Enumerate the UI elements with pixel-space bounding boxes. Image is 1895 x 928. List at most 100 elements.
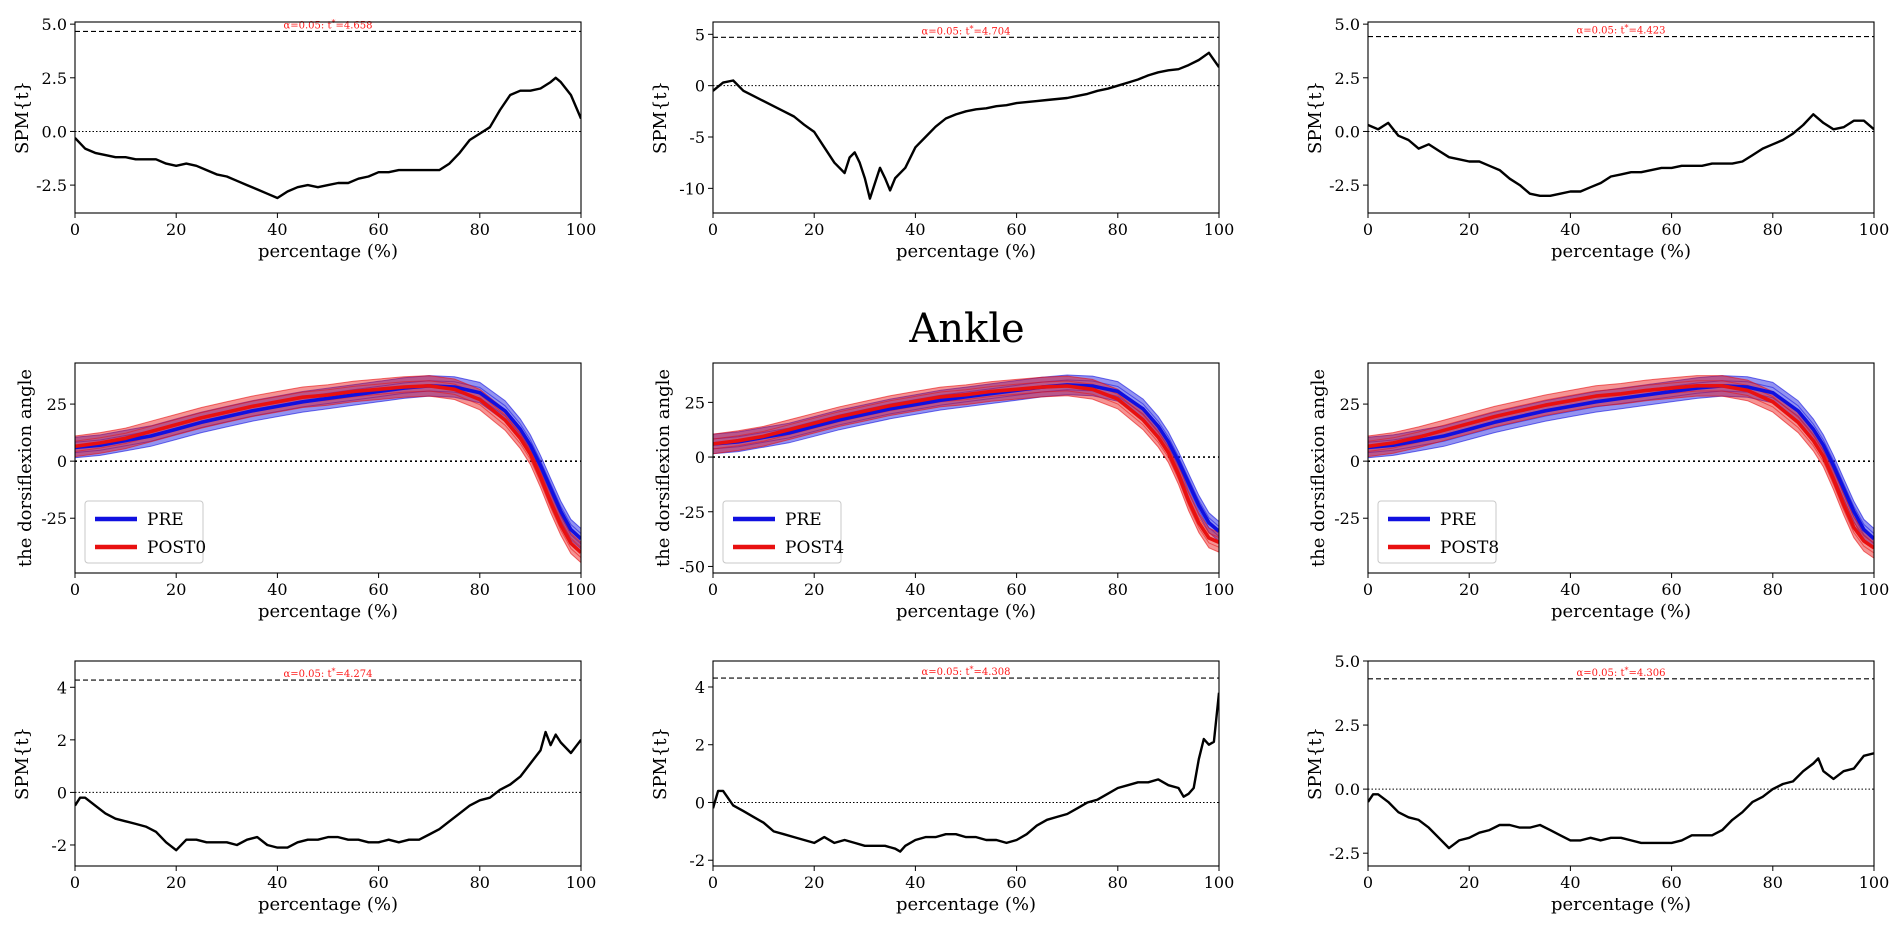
x-axis-label: percentage (%) <box>258 241 398 262</box>
x-tick-label: 80 <box>1763 220 1783 239</box>
x-tick-label: 60 <box>1661 873 1681 892</box>
x-tick-label: 60 <box>368 220 388 239</box>
x-tick-label: 0 <box>70 580 80 599</box>
legend-label-post4: POST4 <box>785 538 844 558</box>
axes-frame <box>1367 660 1875 867</box>
x-tick-label: 20 <box>804 873 824 892</box>
y-axis-label: SPM{t} <box>12 81 33 154</box>
x-tick-label: 40 <box>905 220 925 239</box>
axes-frame <box>712 362 1220 574</box>
y-tick-label: 2.5 <box>42 69 67 88</box>
y-tick-label: 2 <box>695 736 705 755</box>
x-tick-label: 100 <box>566 580 597 599</box>
x-tick-label: 80 <box>1108 873 1128 892</box>
panel-spm-r2c2: α=0.05: t*=4.306 0 20 40 60 80 100 -2.5 0.0 2.5 5.… <box>1305 652 1889 915</box>
x-tick-label: 80 <box>470 220 490 239</box>
x-tick-label: 40 <box>1560 873 1580 892</box>
x-tick-label: 20 <box>1459 220 1479 239</box>
y-tick-label: 5.0 <box>1335 15 1360 34</box>
y-tick-label: -25 <box>1334 509 1360 528</box>
mean-curve-post0 <box>75 384 581 554</box>
y-tick-label: 5.0 <box>42 15 67 34</box>
y-tick-label: -25 <box>679 503 705 522</box>
axes-frame <box>1367 21 1875 214</box>
mean-curve-pre <box>1368 384 1874 541</box>
panel-angle-r1c2: PRE POST8 0 20 40 60 80 100 -25 0 25 percentage (%)… <box>1308 362 1889 622</box>
mean-curve-post8 <box>1368 384 1874 550</box>
y-tick-label: -10 <box>679 179 705 198</box>
y-tick-label: 0 <box>57 452 67 471</box>
panel-spm-r0c1: α=0.05: t*=4.704 0 20 40 60 80 100 -10 -5 0 5 perce… <box>650 21 1235 262</box>
spm-curve <box>713 692 1219 853</box>
mean-curve-post4 <box>713 384 1219 545</box>
x-tick-label: 100 <box>1859 220 1890 239</box>
y-axis-label: SPM{t} <box>1305 81 1326 154</box>
legend-label-pre: PRE <box>1440 510 1477 530</box>
x-tick-label: 60 <box>1661 580 1681 599</box>
x-tick-label: 20 <box>166 580 186 599</box>
x-tick-label: 100 <box>566 873 597 892</box>
y-tick-label: -2.5 <box>36 176 67 195</box>
x-tick-label: 20 <box>166 873 186 892</box>
x-tick-label: 100 <box>1859 873 1890 892</box>
threshold-label: α=0.05: t*=4.658 <box>284 18 373 31</box>
legend: PRE POST0 <box>84 500 206 564</box>
x-axis-label: percentage (%) <box>1551 241 1691 262</box>
x-tick-label: 60 <box>1006 580 1026 599</box>
legend: PRE POST4 <box>722 500 844 564</box>
plot-area <box>75 679 581 852</box>
trace-post4 <box>713 380 1219 538</box>
axes-frame <box>74 362 582 574</box>
y-tick-label: 2 <box>57 731 67 750</box>
y-tick-label: 0 <box>695 793 705 812</box>
threshold-label: α=0.05: t*=4.306 <box>1577 666 1666 679</box>
y-tick-label: -2 <box>689 851 705 870</box>
x-tick-label: 20 <box>1459 873 1479 892</box>
y-tick-label: 4 <box>695 678 705 697</box>
x-tick-label: 40 <box>1560 580 1580 599</box>
y-tick-label: 25 <box>47 395 67 414</box>
x-tick-label: 100 <box>566 220 597 239</box>
x-tick-label: 40 <box>267 580 287 599</box>
y-tick-label: -50 <box>679 557 705 576</box>
trace-pre <box>713 389 1219 537</box>
panel-spm-r0c0: α=0.05: t*=4.658 0 20 40 60 80 100 -2.5 0.0 2.5 5.… <box>12 15 596 262</box>
y-axis-label: SPM{t} <box>1305 727 1326 800</box>
y-tick-label: 5.0 <box>1335 652 1360 671</box>
x-tick-label: 0 <box>1363 220 1373 239</box>
trace-post8 <box>1368 380 1874 544</box>
x-tick-label: 80 <box>470 580 490 599</box>
y-tick-label: 0.0 <box>42 122 67 141</box>
x-tick-label: 60 <box>368 580 388 599</box>
plot-area <box>75 375 581 564</box>
panel-angle-r1c0: PRE POST0 0 20 40 60 80 100 -25 0 25 percentage (%)… <box>15 362 597 622</box>
y-tick-label: 0 <box>57 783 67 802</box>
x-tick-label: 60 <box>368 873 388 892</box>
x-tick-label: 40 <box>1560 220 1580 239</box>
threshold-label: α=0.05: t*=4.704 <box>922 24 1011 37</box>
x-tick-label: 20 <box>166 220 186 239</box>
plot-area <box>713 374 1219 553</box>
x-tick-label: 100 <box>1204 873 1235 892</box>
x-tick-label: 80 <box>470 873 490 892</box>
x-tick-label: 40 <box>905 873 925 892</box>
threshold-label: α=0.05: t*=4.308 <box>922 665 1011 678</box>
y-axis-label: SPM{t} <box>650 727 671 800</box>
y-tick-label: 2.5 <box>1335 716 1360 735</box>
legend: PRE POST8 <box>1377 500 1499 564</box>
band-pre <box>1368 375 1874 550</box>
axes-frame <box>74 660 582 867</box>
x-tick-label: 40 <box>267 220 287 239</box>
x-tick-label: 20 <box>1459 580 1479 599</box>
y-axis-label: SPM{t} <box>650 81 671 154</box>
y-tick-label: -2.5 <box>1329 176 1360 195</box>
x-tick-label: 100 <box>1204 220 1235 239</box>
y-axis-label: the dorsiflexion angle <box>1308 369 1329 567</box>
y-tick-label: 0 <box>695 448 705 467</box>
x-tick-label: 80 <box>1108 220 1128 239</box>
x-tick-label: 20 <box>804 580 824 599</box>
x-tick-label: 80 <box>1763 873 1783 892</box>
panel-angle-r1c1: PRE POST4 0 20 40 60 80 100 -50 -25 0 25 percentage … <box>653 362 1234 622</box>
